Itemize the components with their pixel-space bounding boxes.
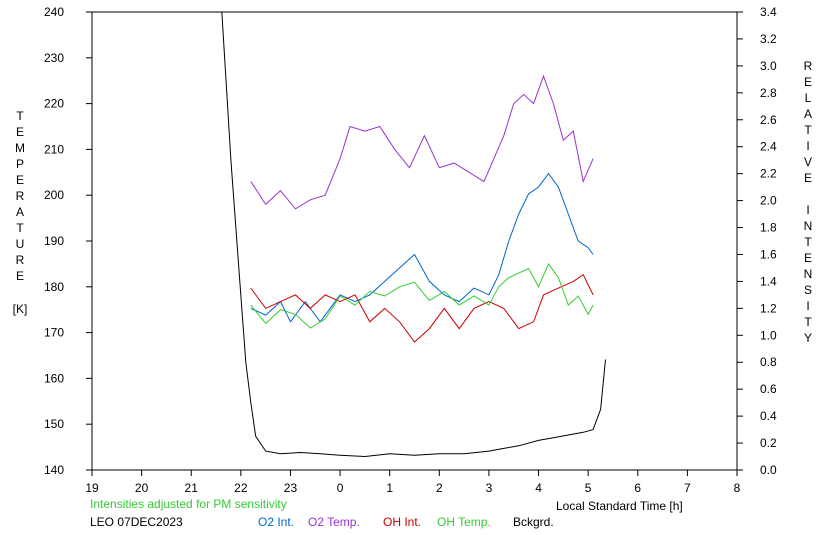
sensitivity-note: Intensities adjusted for PM sensitivity (90, 497, 287, 511)
right-y-tick-label: 2.8 (760, 86, 777, 100)
series-lines (221, 12, 606, 458)
legend-o2-temp: O2 Temp. (308, 515, 360, 529)
right-y-tick-label: 3.4 (760, 5, 777, 19)
x-tick-label: 1 (386, 481, 393, 495)
right-axis-title-letter: L (805, 91, 812, 105)
right-axis-title-letter: V (804, 155, 812, 169)
left-y-tick-label: 200 (44, 188, 64, 202)
x-tick-label: 20 (135, 481, 149, 495)
right-axis-title-letter: I (806, 203, 809, 217)
left-axis-title-letter: R (16, 253, 25, 267)
station-date: LEO 07DEC2023 (90, 515, 183, 529)
right-y-tick-label: 2.6 (760, 113, 777, 127)
left-y-tick-label: 160 (44, 371, 64, 385)
left-y-tick-label: 170 (44, 326, 64, 340)
left-axis-title-letter: U (16, 237, 25, 251)
left-axis-title-letter: P (16, 157, 24, 171)
x-tick-label: 8 (734, 481, 741, 495)
x-tick-label: 5 (585, 481, 592, 495)
legend-o2-int: O2 Int. (258, 515, 295, 529)
right-y-tick-label: 0.4 (760, 409, 777, 423)
right-y-tick-label: 1.0 (760, 328, 777, 342)
legend-bckgrd: Bckgrd. (513, 515, 554, 529)
left-y-tick-label: 150 (44, 417, 64, 431)
right-y-tick-label: 2.2 (760, 167, 777, 181)
right-y-tick-label: 3.0 (760, 59, 777, 73)
legend-oh-int: OH Int. (383, 515, 422, 529)
left-axis-title-letter: R (16, 189, 25, 203)
right-axis-title-letter: T (804, 123, 812, 137)
right-y-tick-label: 1.4 (760, 274, 777, 288)
x-axis-title: Local Standard Time [h] (556, 499, 683, 513)
left-axis-title-letter: T (16, 221, 24, 235)
x-tick-label: 6 (634, 481, 641, 495)
x-tick-label: 21 (185, 481, 199, 495)
left-axis-title-letter: E (16, 173, 24, 187)
left-axis-title-letter: E (16, 125, 24, 139)
right-axis-title-letter: R (804, 59, 813, 73)
right-y-tick-label: 1.6 (760, 247, 777, 261)
right-axis-title-letter: A (804, 107, 812, 121)
right-axis-title-letter: I (806, 139, 809, 153)
right-y-tick-label: 3.2 (760, 32, 777, 46)
left-axis-title-letter: T (16, 109, 24, 123)
series-line-o2-temp (250, 74, 594, 210)
left-y-tick-label: 220 (44, 97, 64, 111)
right-axis-title-letter: S (804, 283, 812, 297)
x-tick-label: 4 (535, 481, 542, 495)
left-axis-title-letter: E (16, 269, 24, 283)
right-axis-title-letter: E (804, 251, 812, 265)
right-y-tick-label: 0.0 (760, 463, 777, 477)
right-axis-title-letter: N (804, 267, 813, 281)
right-y-tick-label: 2.0 (760, 194, 777, 208)
left-y-tick-label: 240 (44, 5, 64, 19)
right-axis-title-letter: Y (804, 331, 812, 345)
x-tick-label: 0 (337, 481, 344, 495)
right-y-tick-label: 0.2 (760, 436, 777, 450)
x-tick-label: 2 (436, 481, 443, 495)
series-line-oh-int (250, 273, 594, 343)
axis-labels: 19 20 21 22 23 0 1 2 3 4 5 6 7 8140150160170180190200… (13, 5, 813, 495)
left-y-tick-label: 230 (44, 51, 64, 65)
right-axis-title-letter: E (804, 75, 812, 89)
left-axis-title-letter: A (16, 205, 24, 219)
left-y-tick-label: 140 (44, 463, 64, 477)
right-y-tick-label: 0.8 (760, 355, 777, 369)
left-y-tick-label: 180 (44, 280, 64, 294)
x-tick-label: 3 (486, 481, 493, 495)
right-axis-title-letter: I (806, 299, 809, 313)
x-tick-label: 7 (684, 481, 691, 495)
x-tick-label: 19 (85, 481, 99, 495)
series-line-oh-temp (250, 262, 594, 329)
right-y-tick-label: 0.6 (760, 382, 777, 396)
legend-oh-temp: OH Temp. (437, 515, 491, 529)
left-axis-title-letter: M (15, 141, 25, 155)
right-y-tick-label: 1.8 (760, 221, 777, 235)
left-y-tick-label: 190 (44, 234, 64, 248)
right-axis-title-letter: T (804, 315, 812, 329)
left-y-tick-label: 210 (44, 142, 64, 156)
right-axis-title-letter: E (804, 171, 812, 185)
right-axis-title-letter: N (804, 219, 813, 233)
x-tick-label: 22 (234, 481, 248, 495)
left-axis-unit: [K] (13, 302, 28, 316)
right-axis-title-letter: T (804, 235, 812, 249)
x-tick-label: 23 (284, 481, 298, 495)
plot-frame (91, 11, 738, 471)
axes (86, 11, 743, 476)
series-line-bckgrd (221, 12, 606, 458)
right-y-tick-label: 2.4 (760, 140, 777, 154)
right-y-tick-label: 1.2 (760, 301, 777, 315)
